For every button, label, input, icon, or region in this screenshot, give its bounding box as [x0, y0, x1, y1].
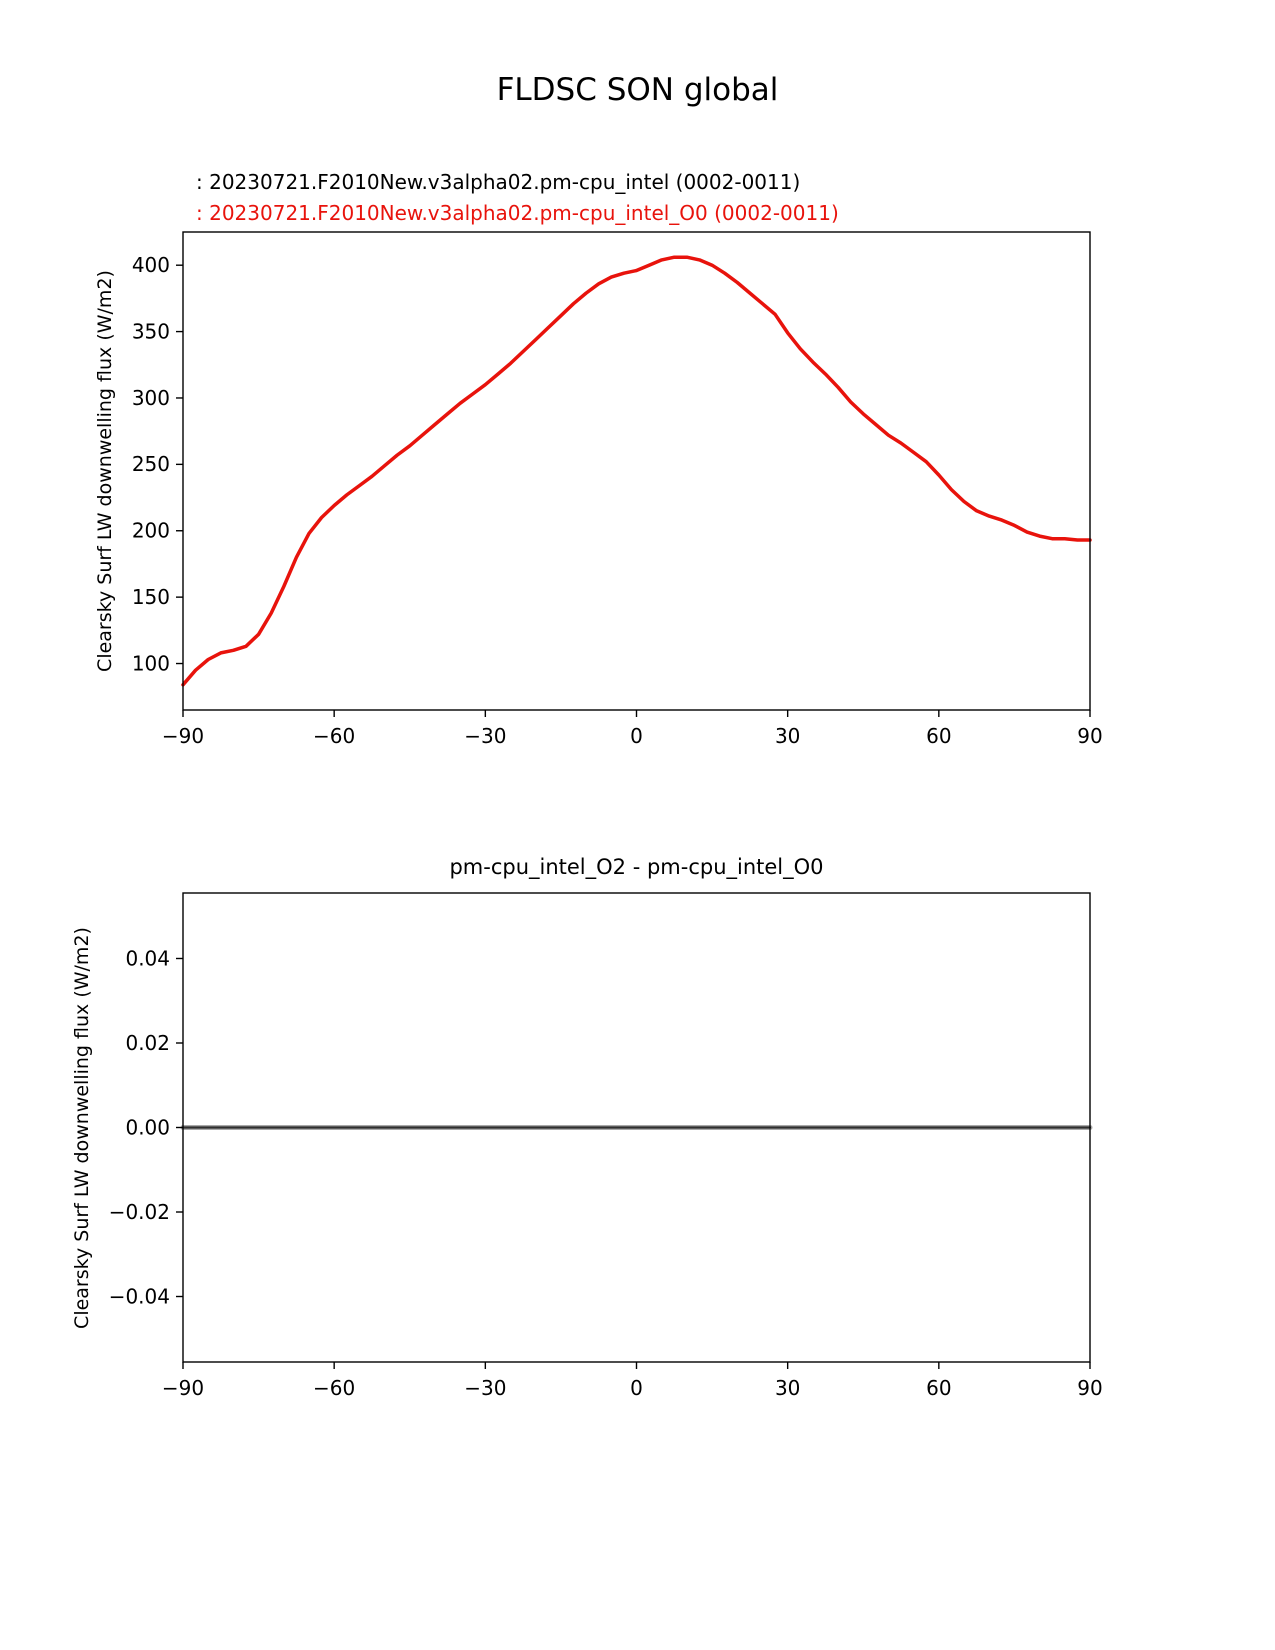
- svg-text:0.00: 0.00: [125, 1115, 170, 1139]
- svg-text:300: 300: [132, 386, 170, 410]
- svg-text:−60: −60: [313, 724, 355, 748]
- top-y-axis-label: Clearsky Surf LW downwelling flux (W/m2): [94, 270, 116, 672]
- svg-text:−0.04: −0.04: [109, 1284, 170, 1308]
- svg-text:−30: −30: [464, 724, 506, 748]
- svg-text:60: 60: [926, 724, 951, 748]
- svg-text:0: 0: [630, 1376, 643, 1400]
- svg-text:0.04: 0.04: [125, 946, 170, 970]
- svg-text:0: 0: [630, 724, 643, 748]
- svg-text:60: 60: [926, 1376, 951, 1400]
- bottom-y-axis-label: Clearsky Surf LW downwelling flux (W/m2): [71, 927, 93, 1329]
- svg-text:350: 350: [132, 319, 170, 343]
- figure-title: FLDSC SON global: [496, 72, 779, 108]
- legend-entry-intel-o0: : 20230721.F2010New.v3alpha02.pm-cpu_int…: [196, 201, 839, 225]
- svg-text:−90: −90: [162, 724, 204, 748]
- svg-text:30: 30: [775, 724, 800, 748]
- difference-plot-title: pm-cpu_intel_O2 - pm-cpu_intel_O0: [449, 855, 824, 879]
- svg-text:200: 200: [132, 519, 170, 543]
- svg-text:−90: −90: [162, 1376, 204, 1400]
- legend-entry-intel: : 20230721.F2010New.v3alpha02.pm-cpu_int…: [196, 170, 801, 194]
- svg-text:100: 100: [132, 651, 170, 675]
- svg-text:0.02: 0.02: [125, 1031, 170, 1055]
- svg-text:−0.02: −0.02: [109, 1200, 170, 1224]
- svg-text:400: 400: [132, 253, 170, 277]
- svg-text:30: 30: [775, 1376, 800, 1400]
- svg-text:−30: −30: [464, 1376, 506, 1400]
- svg-text:250: 250: [132, 452, 170, 476]
- svg-text:90: 90: [1077, 1376, 1102, 1400]
- svg-text:−60: −60: [313, 1376, 355, 1400]
- legend: : 20230721.F2010New.v3alpha02.pm-cpu_int…: [196, 167, 839, 229]
- svg-text:150: 150: [132, 585, 170, 609]
- svg-text:90: 90: [1077, 724, 1102, 748]
